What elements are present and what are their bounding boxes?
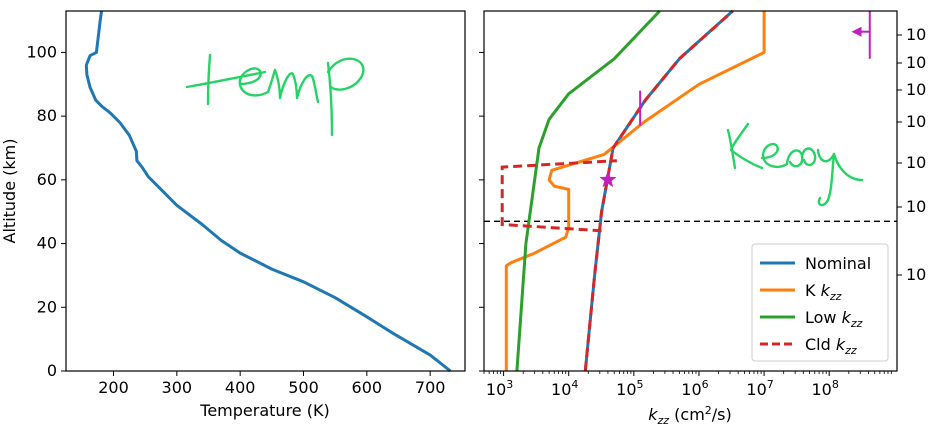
handwritten-temp-annotation	[185, 53, 365, 137]
magenta-arrow-head	[851, 26, 862, 37]
legend-label: K kzz	[805, 281, 842, 303]
kzz-axes-frame	[483, 10, 898, 372]
x-tick-label: 200	[98, 378, 129, 397]
right-side-tick-labels: 10 10 10 10 10 10 10	[897, 25, 926, 284]
x-tick-label: 400	[225, 378, 256, 397]
right-side-tick-label: 10	[906, 153, 926, 172]
kzz-x-tick-label: 107	[746, 378, 773, 399]
x-tick-label: 700	[415, 378, 446, 397]
kzz-panel: 103 104 105 106 107 108 10 10 10 10 10 10 10 kzz (c…	[479, 9, 926, 427]
legend: Nominal K kzz Low kzz Cld kzz	[751, 243, 889, 362]
k-k-zz-line	[504, 11, 766, 371]
cld-k-zz-line	[583, 9, 734, 372]
kzz-y-ticks	[479, 51, 484, 372]
kzz-x-tick-label: 105	[616, 378, 643, 399]
kzz-x-ticks: 103 104 105 106 107 108	[483, 371, 892, 399]
kzz-x-tick-label: 108	[812, 378, 839, 399]
right-side-tick-label: 10	[906, 112, 926, 131]
y-tick-label: 100	[26, 42, 57, 61]
kzz-plot-area	[484, 9, 897, 372]
y-tick-label: 40	[37, 234, 57, 253]
temperature-profile-line	[84, 10, 452, 373]
right-side-tick-label: 10	[906, 25, 926, 44]
y-tick-label: 60	[37, 170, 57, 189]
right-side-tick-label: 10	[906, 197, 926, 216]
kzz-x-tick-label: 103	[486, 378, 513, 399]
temperature-panel: 200 300 400 500 600 700 0 20 40 60 80 100 Temperat…	[0, 10, 466, 420]
temperature-y-ticks: 0 20 40 60 80 100	[26, 42, 66, 380]
temperature-x-ticks: 200 300 400 500 600 700	[98, 371, 445, 397]
altitude-y-axis-label: Altitude (km)	[0, 139, 19, 244]
legend-label: Low kzz	[805, 308, 863, 330]
cloud-layer-box	[500, 159, 617, 233]
temperature-axes-frame	[65, 10, 466, 372]
kzz-x-tick-label: 106	[681, 378, 708, 399]
handwritten-keddy-annotation	[726, 122, 864, 207]
kzz-x-tick-label: 104	[551, 378, 578, 399]
x-tick-label: 500	[288, 378, 319, 397]
legend-box	[751, 243, 889, 362]
temperature-x-axis-label: Temperature (K)	[199, 401, 329, 420]
star-marker	[599, 170, 617, 188]
kzz-x-axis-label: kzz (cm2/s)	[648, 404, 732, 427]
temperature-plot-area	[84, 10, 452, 373]
legend-label: Cld kzz	[805, 335, 857, 357]
y-tick-label: 20	[37, 297, 57, 316]
right-side-tick-label: 10	[906, 80, 926, 99]
y-tick-label: 0	[47, 361, 57, 380]
x-tick-label: 600	[352, 378, 383, 397]
right-side-tick-label: 10	[906, 265, 926, 284]
y-tick-label: 80	[37, 106, 57, 125]
right-side-tick-label: 10	[906, 53, 926, 72]
low-k-zz-line	[515, 9, 661, 372]
x-tick-label: 300	[162, 378, 193, 397]
legend-label: Nominal	[805, 254, 871, 273]
